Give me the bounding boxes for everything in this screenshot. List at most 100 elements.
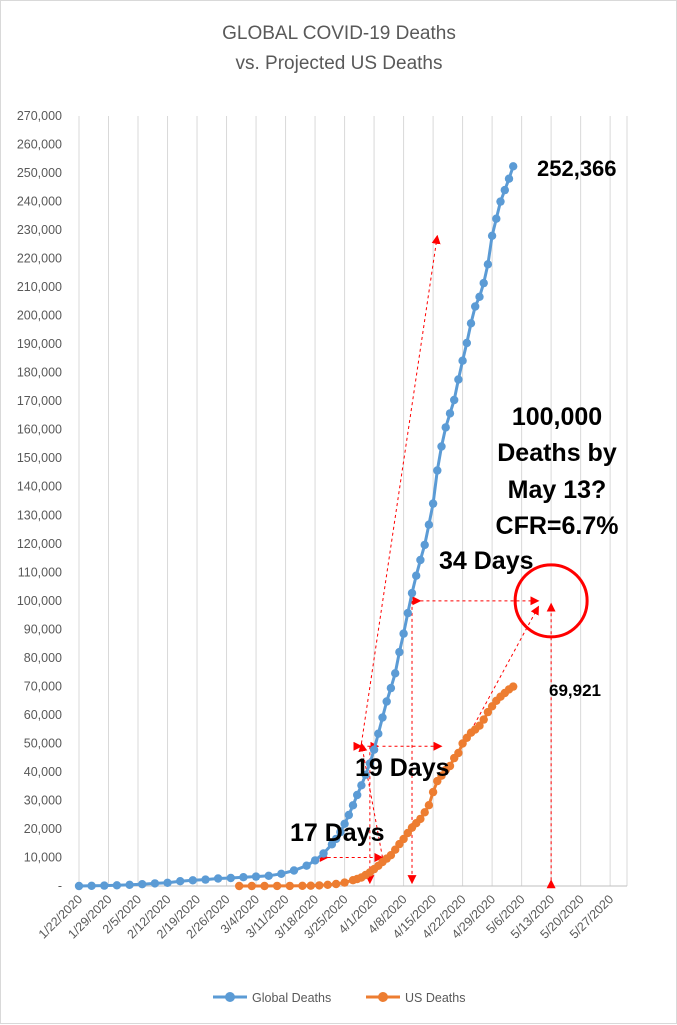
y-tick-label: 220,000 [17,252,62,266]
data-point [479,278,488,288]
global-end-label: 252,366 [537,156,617,181]
data-point [504,174,514,183]
data-point [475,721,484,730]
data-point [416,814,425,824]
data-point [176,877,185,886]
data-point [272,881,282,891]
series-global-deaths [74,162,518,891]
y-tick-label: 210,000 [17,280,62,294]
data-point [247,881,256,891]
y-tick-label: 30,000 [24,793,62,807]
data-point [100,881,109,890]
data-point [416,555,425,565]
data-point [466,319,476,328]
data-point [306,881,315,890]
data-point [74,881,84,891]
data-point [251,872,261,881]
data-point [445,761,455,771]
data-point [235,881,244,891]
data-point [424,520,434,529]
data-point [483,707,493,717]
data-point [492,214,501,223]
data-point [331,834,341,844]
y-tick-label: 10,000 [24,850,62,864]
y-tick-label: 60,000 [24,708,62,722]
data-point [420,808,429,817]
data-point [285,881,294,891]
annotation-arrows [319,234,556,889]
data-point [112,881,122,890]
data-point [365,759,375,768]
data-point [340,878,349,887]
legend-us-swatch-marker [378,992,388,1002]
projection-label-line-1: 100,000 [512,403,602,431]
data-point [407,588,417,598]
data-point [399,629,408,638]
data-point [496,197,505,206]
days-34-label: 34 Days [439,547,534,575]
data-point [441,423,450,432]
y-tick-label: - [58,879,62,893]
y-tick-label: 190,000 [17,337,62,351]
data-point [471,302,480,311]
data-point [340,819,349,828]
data-point [260,881,269,891]
x-axis-tick-labels: 1/22/20201/29/20202/5/20202/12/20202/19/… [36,892,616,941]
days-17-label: 17 Days [290,819,385,847]
series-us-deaths [235,682,518,891]
data-point [331,879,341,889]
data-point [298,881,307,890]
days-19-label: 19 Days [355,754,450,782]
data-point [509,682,518,691]
y-tick-label: 110,000 [18,565,62,579]
data-point [395,647,404,657]
data-point [369,745,379,754]
chart-title-line-1: GLOBAL COVID-19 Deaths [222,23,456,44]
data-point [386,683,396,693]
data-point [336,827,345,837]
data-point [357,781,366,790]
data-point [475,292,484,301]
data-point [374,729,383,738]
chart-title-line-2: vs. Projected US Deaths [236,53,443,74]
data-point [420,540,429,550]
us-end-label: 69,921 [549,681,601,700]
data-point [302,861,311,870]
data-point [361,770,370,779]
data-point [479,715,488,724]
data-point [319,849,328,858]
legend-us-label: US Deaths [405,991,465,1005]
data-point [428,787,438,797]
data-point [378,713,387,722]
data-point [87,881,96,890]
data-point [454,748,463,758]
data-point [201,875,210,884]
data-point [310,856,320,865]
data-point [213,874,223,883]
y-tick-label: 70,000 [24,679,62,693]
y-tick-label: 240,000 [17,195,62,209]
y-tick-label: 260,000 [17,138,62,152]
data-point [277,869,286,878]
data-point [509,162,518,171]
y-tick-label: 80,000 [24,651,62,665]
data-point [424,801,434,810]
y-tick-label: 200,000 [17,309,62,323]
data-point [458,356,467,365]
y-tick-label: 130,000 [17,508,62,522]
data-point [264,871,273,880]
annotation-arrow [360,234,441,744]
annotation-arrow [358,742,383,858]
data-point [353,790,362,800]
data-point [391,669,400,678]
data-point [445,409,455,418]
data-point [239,873,248,882]
y-tick-label: 270,000 [17,109,62,123]
data-point [487,231,497,240]
y-tick-label: 250,000 [17,166,62,180]
data-point [450,395,459,405]
data-point [289,866,299,875]
y-tick-label: 150,000 [17,451,62,465]
